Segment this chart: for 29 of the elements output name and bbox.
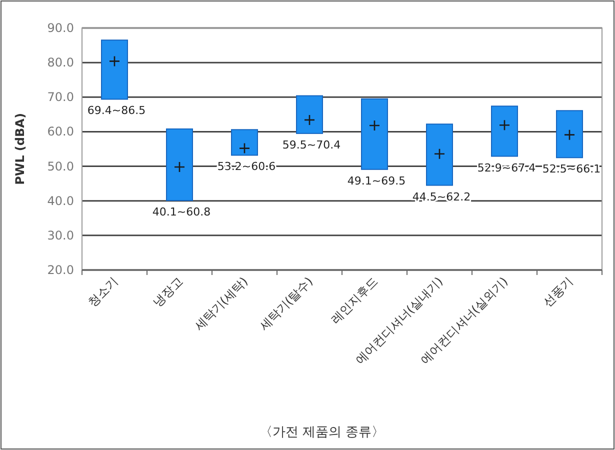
annotation: 49.1~69.5 [347,174,406,188]
point [368,120,380,132]
y-tick-label: 30.0 [47,228,74,242]
point [174,161,186,173]
point [434,148,446,160]
annotation: 40.1~60.8 [152,206,211,219]
bar [426,124,453,186]
y-tick-label: 20.0 [47,263,74,277]
y-tick-label: 50.0 [47,159,74,174]
y-tick-label: 40.0 [47,194,74,208]
annotation: 44.5~62.2 [412,190,471,204]
bar [556,110,583,158]
bar [101,40,128,100]
bar [166,128,193,202]
point [108,56,120,67]
point [498,119,510,131]
bar [361,98,388,170]
y-tick-label: 80.0 [47,56,74,70]
x-axis-title: 〈가전 제품의 종류〉 [259,425,385,440]
annotation: 59.5~70.4 [282,138,341,152]
bar [231,129,258,156]
annotation: 69.4~86.5 [87,104,146,118]
bar [296,95,323,134]
y-tick-label: 60.0 [47,124,74,139]
bar [491,106,518,157]
point [564,129,576,140]
y-tick-label: 90.0 [47,21,74,35]
y-axis-title: PWL (dBA) [13,113,27,185]
y-tick-label: 70.0 [47,90,74,104]
